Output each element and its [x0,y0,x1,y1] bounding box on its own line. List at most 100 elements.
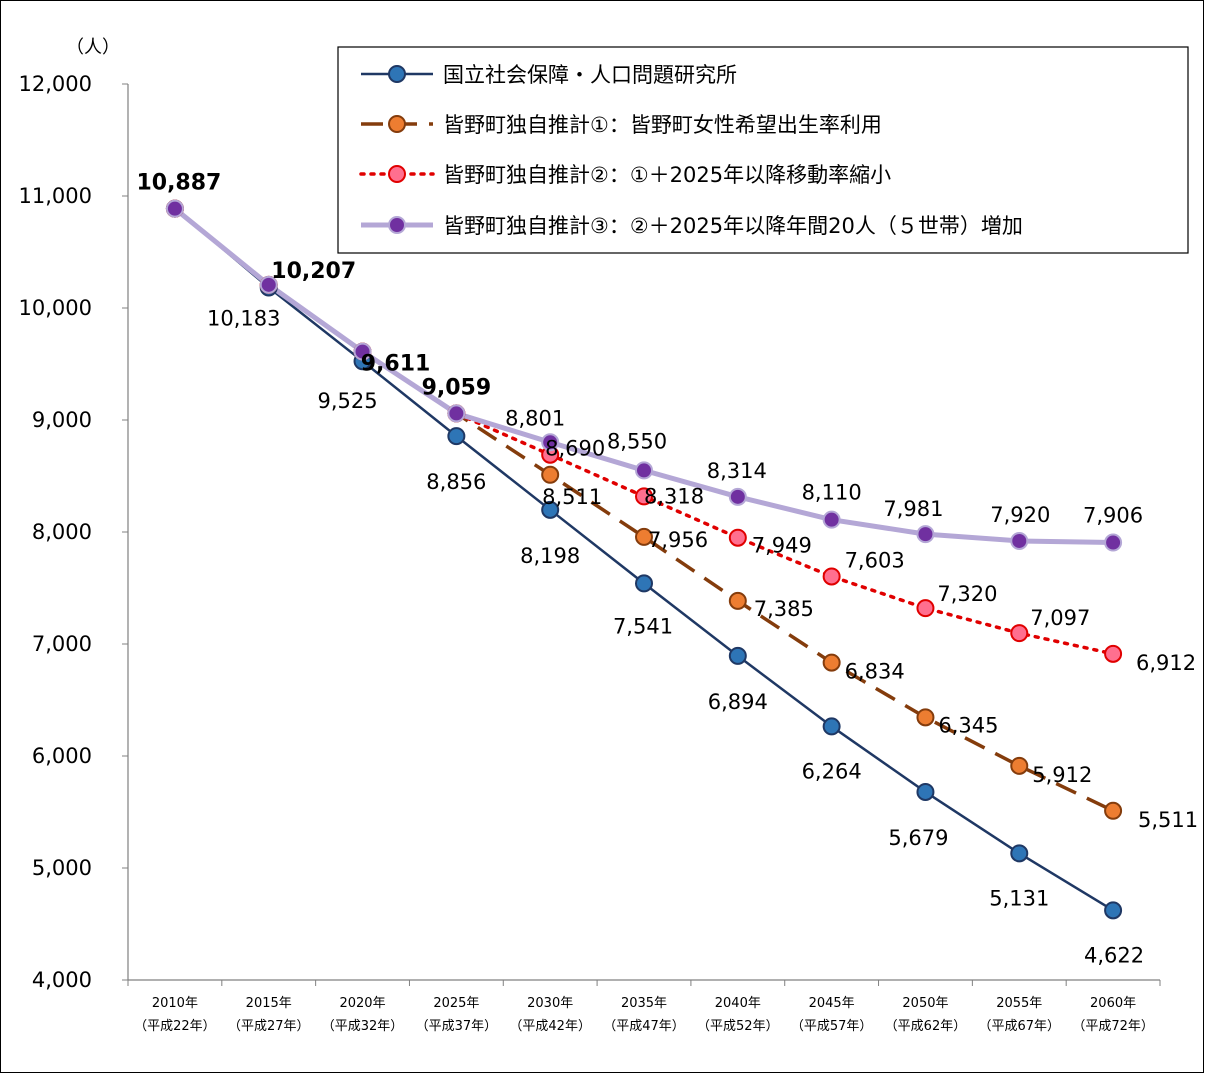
series-1-point [541,500,560,519]
data-label: 9,525 [317,389,377,413]
series-4-point [728,487,747,506]
x-tick-label-era: （平成47年） [603,1019,685,1034]
series-4-point [165,199,184,218]
series-1-point [822,717,841,736]
x-tick-label-year: 2050年 [902,996,948,1011]
legend-box [337,46,1189,254]
data-label: 7,956 [648,528,708,552]
data-label: 5,511 [1138,808,1198,832]
x-tick-label-era: （平成67年） [978,1019,1060,1034]
series-2-point [728,591,747,610]
data-label: 7,097 [1030,606,1090,630]
data-label: 7,981 [883,497,943,521]
series-3-point [728,528,747,547]
data-label: 7,541 [613,614,673,638]
x-tick-label-era: （平成32年） [322,1019,404,1034]
series-4-point [541,433,560,452]
series-4-point [447,404,466,423]
data-label: 5,912 [1032,763,1092,787]
data-label: 8,550 [607,429,667,453]
x-tick-label-year: 2030年 [527,996,573,1011]
data-label: 8,110 [802,481,862,505]
series-1-point [916,782,935,801]
y-tick-label: 7,000 [32,632,92,656]
x-tick-label-era: （平成62年） [885,1019,967,1034]
legend-swatch-marker [388,115,406,133]
data-label: 8,801 [505,406,565,430]
legend-swatch-marker [388,216,406,234]
x-tick-label-year: 2015年 [246,996,292,1011]
series-2-point [541,465,560,484]
data-label: 7,906 [1083,504,1143,528]
y-tick-label: 12,000 [19,72,92,96]
legend-swatch-marker [388,165,406,183]
x-tick-label-year: 2035年 [621,996,667,1011]
data-label: 10,207 [271,259,356,284]
data-label: 6,912 [1136,651,1196,675]
x-tick-label-year: 2020年 [339,996,385,1011]
data-label: 6,345 [938,713,998,737]
data-label: 9,611 [361,352,431,377]
data-label: 10,183 [207,307,280,331]
series-2-point [916,708,935,727]
series-4-point [353,342,372,361]
x-tick-label-year: 2045年 [809,996,855,1011]
legend-label: 皆野町独自推計③：②＋2025年以降年間20人（５世帯）増加 [443,214,1023,238]
x-tick-label-era: （平成22年） [134,1019,216,1034]
series-1-point [635,574,653,593]
data-label: 7,920 [990,503,1050,527]
series-3-point [635,487,653,506]
data-label: 9,059 [422,375,492,400]
series-line-1 [174,207,1114,912]
series-3-point [1010,624,1029,643]
x-tick-label-era: （平成37年） [416,1019,498,1034]
data-label: 5,679 [888,826,948,850]
series-2-point [635,527,653,546]
x-tick-label-era: （平成52年） [697,1019,779,1034]
x-tick-label-era: （平成27年） [228,1019,310,1034]
y-tick-label: 11,000 [19,184,92,208]
legend-label: 皆野町独自推計②：①＋2025年以降移動率縮小 [443,163,891,187]
x-tick-label-year: 2060年 [1090,996,1136,1011]
series-2-point [1104,801,1123,820]
data-label: 4,622 [1084,943,1144,967]
series-2-point [1010,756,1029,775]
data-label: 10,887 [136,171,221,196]
series-1-point [1104,901,1123,920]
series-3-point [1104,644,1123,663]
legend-label: 国立社会保障・人口問題研究所 [443,63,737,87]
x-tick-label-year: 2055年 [996,996,1042,1011]
data-label: 8,690 [545,437,605,461]
series-4-point [916,525,935,544]
data-label: 8,856 [426,470,486,494]
y-tick-label: 4,000 [32,968,92,992]
x-tick-label-era: （平成42年） [509,1019,591,1034]
x-tick-label-era: （平成72年） [1072,1019,1154,1034]
data-label: 7,320 [937,582,997,606]
data-label: 5,131 [989,886,1049,910]
y-tick-label: 5,000 [32,856,92,880]
series-1-point [728,646,747,665]
series-2-point [822,653,841,672]
data-label: 6,834 [845,660,905,684]
series-4-point [635,461,653,480]
series-1-point [1010,844,1029,863]
data-label: 7,603 [845,548,905,572]
series-4-point [1010,531,1029,550]
series-4-point [822,510,841,529]
series-4-point [1104,533,1123,552]
data-label: 8,314 [707,459,767,483]
series-3-point [916,599,935,618]
series-4-point [259,275,278,294]
x-tick-label-year: 2040年 [715,996,761,1011]
data-label: 7,385 [754,597,814,621]
y-tick-label: 6,000 [32,744,92,768]
legend-swatch-marker [388,65,406,83]
data-label: 8,198 [520,544,580,568]
series-1-point [447,427,466,446]
data-label: 6,894 [708,690,768,714]
legend-label: 皆野町独自推計①：皆野町女性希望出生率利用 [443,113,882,137]
data-label: 6,264 [802,759,862,783]
